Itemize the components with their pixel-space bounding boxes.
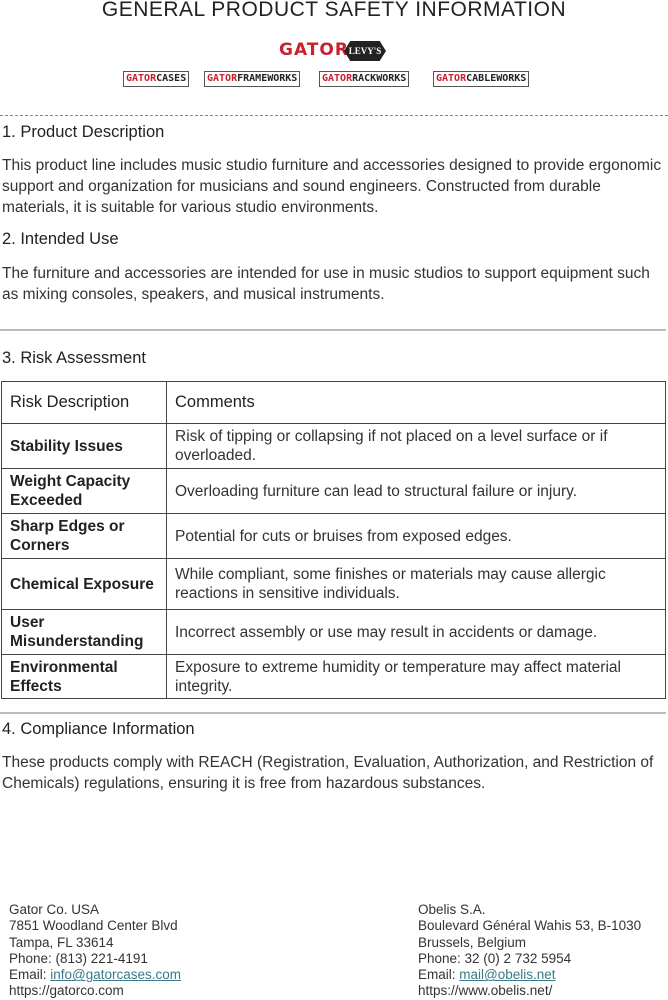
dashed-divider (0, 115, 668, 116)
email-link[interactable]: info@gatorcases.com (50, 967, 182, 983)
table-row: Weight Capacity Exceeded Overloading furn… (1, 468, 666, 514)
comment-cell: Incorrect assembly or use may result in … (166, 609, 666, 655)
risk-table: Risk Description Comments Stability Issue… (1, 381, 666, 699)
footer-address-us: Gator Co. USA 7851 Woodland Center Blvd … (9, 902, 181, 1000)
column-header: Comments (166, 381, 666, 424)
divider (0, 329, 666, 331)
gator-logo: GATOR (279, 40, 349, 60)
email-label: Email: (418, 967, 460, 983)
email-link[interactable]: mail@obelis.net (459, 967, 556, 983)
comment-cell: Exposure to extreme humidity or temperat… (166, 654, 666, 699)
section-text: This product line includes music studio … (2, 157, 662, 216)
website: https://www.obelis.net/ (418, 983, 553, 999)
comment-cell: Risk of tipping or collapsing if not pla… (166, 423, 666, 469)
comment-cell: While compliant, some finishes or materi… (166, 558, 666, 610)
risk-cell: Environmental Effects (1, 654, 167, 699)
section-heading: 4. Compliance Information (2, 720, 195, 738)
email-label: Email: (9, 967, 51, 983)
table-header-row: Risk Description Comments (1, 381, 666, 424)
column-header: Risk Description (1, 381, 167, 424)
address: 7851 Woodland Center Blvd (9, 918, 178, 934)
phone: Phone: (813) 221-4191 (9, 950, 148, 966)
website: https://gatorco.com (9, 983, 124, 999)
section-text: These products comply with REACH (Regist… (2, 754, 654, 792)
page-title: GENERAL PRODUCT SAFETY INFORMATION (101, 0, 567, 21)
table-row: User Misunderstanding Incorrect assembly … (1, 609, 666, 655)
table-row: Chemical Exposure While compliant, some f… (1, 558, 666, 610)
section-text: The furniture and accessories are intend… (2, 265, 650, 303)
risk-cell: User Misunderstanding (1, 609, 167, 655)
gator-cases-logo: GATORCASES (123, 71, 190, 87)
gator-rackworks-logo: GATORRACKWORKS (319, 71, 410, 87)
section-heading: 2. Intended Use (2, 230, 119, 248)
section-heading: 3. Risk Assessment (2, 349, 146, 367)
city: Brussels, Belgium (418, 934, 527, 950)
risk-cell: Sharp Edges or Corners (1, 513, 167, 559)
risk-cell: Weight Capacity Exceeded (1, 468, 167, 514)
gator-frameworks-logo: GATORFRAMEWORKS (204, 71, 301, 87)
risk-cell: Stability Issues (1, 423, 167, 469)
company-name: Obelis S.A. (418, 902, 486, 917)
phone: Phone: 32 (0) 2 732 5954 (418, 950, 572, 966)
address: Boulevard Général Wahis 53, B-1030 (418, 918, 642, 934)
risk-cell: Chemical Exposure (1, 558, 167, 610)
city: Tampa, FL 33614 (9, 934, 114, 950)
table-row: Sharp Edges or Corners Potential for cuts… (1, 513, 666, 559)
gator-cableworks-logo: GATORCABLEWORKS (433, 71, 530, 87)
footer-address-eu: Obelis S.A. Boulevard Général Wahis 53, … (418, 902, 641, 1000)
section-heading: 1. Product Description (2, 123, 165, 141)
comment-cell: Overloading furniture can lead to struct… (166, 468, 666, 514)
table-row: Environmental Effects Exposure to extreme… (1, 654, 666, 699)
comment-cell: Potential for cuts or bruises from expos… (166, 513, 666, 559)
table-row: Stability Issues Risk of tipping or colla… (1, 423, 666, 469)
levys-logo: LEVY'S (344, 41, 386, 61)
divider (0, 712, 666, 714)
company-name: Gator Co. USA (9, 902, 100, 917)
